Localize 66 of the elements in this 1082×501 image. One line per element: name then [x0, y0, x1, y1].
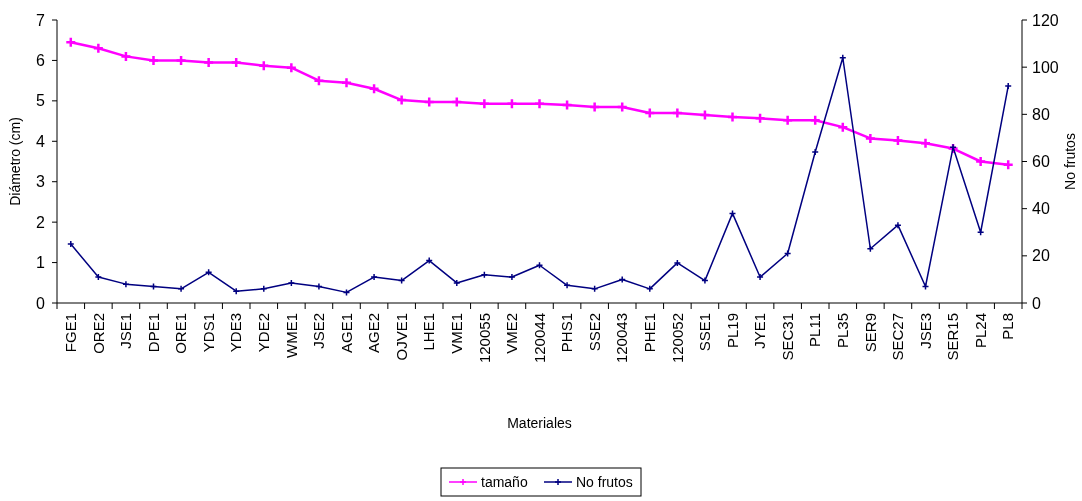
- x-tick-label: 120052: [668, 313, 686, 364]
- point: [232, 287, 240, 295]
- x-tick-label: 120044: [530, 313, 548, 364]
- point: [122, 280, 130, 288]
- x-tick-label: SER9: [861, 313, 879, 353]
- x-tick-label: YDE2: [255, 313, 273, 353]
- point: [177, 285, 185, 293]
- y2-tick-label: 60: [1032, 153, 1050, 171]
- x-tick-label: VME2: [503, 313, 521, 354]
- y-tick-label: 7: [36, 11, 46, 29]
- x-tick-label: YDE3: [227, 313, 245, 353]
- y2-tick-label: 100: [1032, 58, 1059, 76]
- point: [370, 273, 378, 281]
- y2-tick-label: 0: [1032, 294, 1041, 312]
- x-tick-label: LHE1: [420, 313, 438, 351]
- x-tick-label: 120043: [613, 313, 631, 364]
- point: [811, 148, 819, 156]
- x-tick-label: SEC27: [889, 313, 907, 361]
- point: [453, 279, 461, 287]
- x-tick-label: SSE1: [696, 313, 714, 352]
- x-tick-label: FGE1: [62, 313, 80, 353]
- y2-tick-label: 40: [1032, 200, 1050, 218]
- x-tick-label: PL24: [971, 313, 989, 349]
- x-tick-label: 120055: [475, 313, 493, 364]
- y-tick-label: 1: [36, 254, 46, 272]
- x-tick-label: JSE3: [916, 313, 934, 349]
- y-axis-title: Diámetro (cm): [7, 117, 23, 206]
- point: [508, 273, 516, 281]
- x-tick-label: SEC31: [778, 313, 796, 361]
- x-tick-label: YDS1: [199, 313, 217, 353]
- x-tick-label: PL11: [806, 313, 824, 347]
- y-tick-label: 6: [36, 52, 46, 70]
- x-tick-label: JSE2: [310, 313, 328, 349]
- y2-tick-label: 20: [1032, 247, 1050, 265]
- x-tick-label: ORE1: [172, 313, 190, 354]
- x-tick-label: AGE1: [337, 313, 355, 354]
- y-tick-label: 2: [36, 213, 46, 231]
- legend-label: tamaño: [481, 473, 528, 490]
- x-tick-label: JSE1: [117, 313, 135, 349]
- x-tick-label: ORE2: [89, 313, 107, 354]
- y2-axis-title: No frutos: [1062, 133, 1078, 190]
- y-tick-label: 4: [36, 132, 46, 150]
- point: [646, 285, 654, 293]
- x-tick-label: SSE2: [585, 313, 603, 352]
- x-tick-label: DPE1: [144, 313, 162, 353]
- point: [260, 285, 268, 293]
- x-tick-label: SER15: [944, 313, 962, 361]
- point: [894, 221, 902, 229]
- x-tick-label: PHE1: [641, 313, 659, 353]
- legend-label: No frutos: [576, 473, 633, 490]
- x-tick-label: OJVE1: [392, 313, 410, 361]
- x-tick-label: PHS1: [558, 313, 576, 353]
- y2-tick-label: 120: [1032, 11, 1059, 29]
- x-tick-label: PL8: [999, 313, 1017, 340]
- x-tick-label: JYE1: [751, 313, 769, 349]
- y-tick-label: 0: [36, 294, 46, 312]
- point: [756, 273, 764, 281]
- y-tick-label: 3: [36, 173, 46, 191]
- x-tick-label: AGE2: [365, 313, 383, 354]
- y-tick-label: 5: [36, 92, 46, 110]
- x-tick-label: PL19: [723, 313, 741, 349]
- x-tick-label: PL35: [834, 313, 852, 349]
- x-tick-label: WME1: [282, 313, 300, 358]
- x-axis-title: Materiales: [507, 415, 572, 431]
- y2-tick-label: 80: [1032, 105, 1050, 123]
- x-tick-label: VME1: [448, 313, 466, 354]
